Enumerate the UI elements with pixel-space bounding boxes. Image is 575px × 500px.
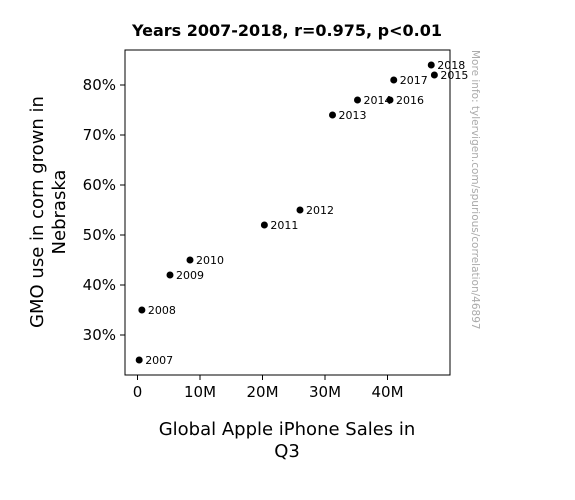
data-point-2013: [329, 111, 336, 119]
x-axis-label-line-1: Global Apple iPhone Sales in: [159, 419, 416, 440]
point-label-2015: 2015: [440, 69, 468, 82]
data-point-2017: [390, 76, 398, 84]
data-point-2009: [166, 271, 174, 279]
y-tick-label: 60%: [83, 176, 116, 194]
data-point-2011: [260, 221, 268, 229]
chart-title: Years 2007-2018, r=0.975, p<0.01: [131, 21, 442, 40]
point-label-2007: 2007: [145, 354, 173, 367]
y-axis-label-line-2: Nebraska: [49, 170, 70, 255]
point-label-2013: 2013: [339, 109, 367, 122]
point-label-2012: 2012: [306, 204, 334, 217]
y-tick-label: 80%: [83, 76, 116, 94]
x-axis-label-line-2: Q3: [274, 441, 300, 462]
x-tick-label: 30M: [309, 383, 341, 401]
x-axis-ticks: 0 10M 20M 30M 40M: [133, 375, 404, 401]
data-point-2007: [135, 356, 143, 364]
point-label-2016: 2016: [396, 94, 424, 107]
data-point-2012: [296, 206, 304, 214]
x-tick-label: 40M: [371, 383, 403, 401]
point-label-2009: 2009: [176, 269, 204, 282]
y-axis-label-line-1: GMO use in corn grown in: [27, 96, 48, 328]
data-point-2010: [186, 256, 194, 264]
data-point-2014: [354, 96, 361, 104]
point-label-2018: 2018: [437, 59, 465, 72]
point-label-2011: 2011: [270, 219, 298, 232]
point-label-2017: 2017: [400, 74, 428, 87]
plot-area-frame: [124, 49, 451, 376]
y-axis-ticks: 30% 40% 50% 60% 70% 80%: [83, 76, 125, 344]
y-tick-label: 40%: [83, 276, 116, 294]
y-tick-label: 30%: [83, 326, 116, 344]
x-tick-label: 0: [133, 383, 143, 401]
data-point-2018: [427, 61, 435, 69]
point-label-2010: 2010: [196, 254, 224, 267]
y-tick-label: 50%: [83, 226, 116, 244]
point-label-2014: 2014: [364, 94, 392, 107]
source-note: More info: tylervigen.com/spurious/corre…: [469, 50, 481, 330]
data-points: 2007 2008 2009 2010 2011 2012 2013 2014 2015 2016…: [135, 59, 468, 367]
source-note-text: More info: tylervigen.com/spurious/corre…: [469, 50, 481, 330]
data-point-2016: [386, 96, 394, 104]
x-tick-label: 10M: [184, 383, 216, 401]
y-axis-label: GMO use in corn grown in Nebraska: [27, 96, 70, 328]
x-tick-label: 20M: [246, 383, 278, 401]
y-tick-label: 70%: [83, 126, 116, 144]
data-point-2008: [138, 306, 146, 314]
point-label-2008: 2008: [148, 304, 176, 317]
data-point-2015: [430, 71, 438, 79]
